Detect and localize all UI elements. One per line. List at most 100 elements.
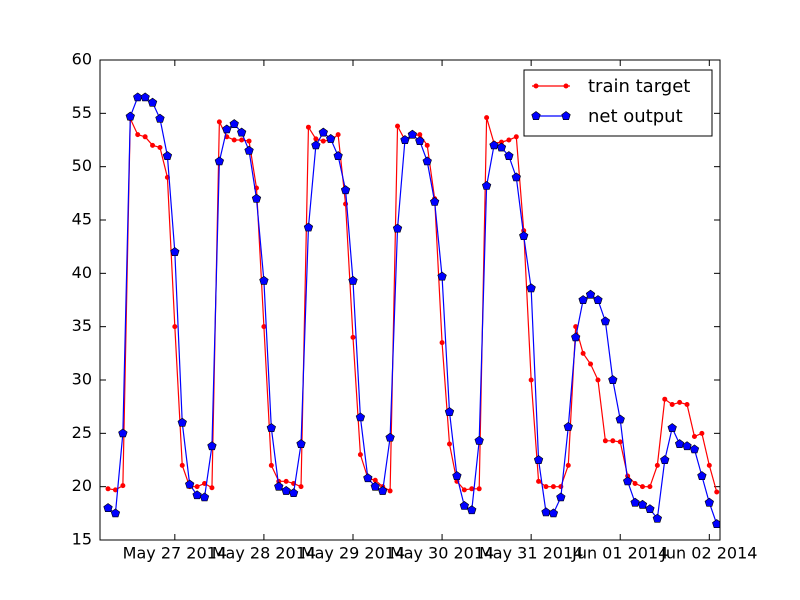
marker	[244, 145, 254, 155]
marker	[630, 497, 640, 507]
marker	[469, 486, 475, 492]
marker	[333, 151, 343, 160]
marker	[476, 486, 482, 492]
marker	[506, 137, 512, 143]
marker	[654, 462, 660, 468]
series-line	[107, 96, 718, 525]
marker	[392, 223, 403, 233]
marker	[541, 507, 551, 517]
marker	[318, 127, 328, 137]
marker	[370, 481, 380, 491]
marker	[311, 140, 321, 150]
y-tick-label: 20	[72, 476, 92, 495]
marker	[424, 142, 430, 148]
marker	[261, 324, 267, 330]
marker	[378, 486, 388, 495]
marker	[363, 473, 373, 483]
marker	[216, 119, 222, 125]
marker	[140, 92, 150, 102]
marker	[118, 428, 128, 438]
marker	[548, 508, 559, 518]
marker	[645, 504, 655, 514]
marker	[385, 432, 395, 442]
marker	[712, 519, 720, 528]
marker	[585, 289, 596, 299]
y-tick-label: 35	[72, 316, 92, 335]
marker	[120, 483, 126, 489]
marker	[637, 499, 648, 509]
marker	[556, 492, 566, 502]
marker	[135, 132, 141, 138]
marker	[112, 487, 118, 493]
marker	[452, 471, 462, 480]
y-tick-label: 60	[72, 50, 92, 69]
marker	[660, 455, 670, 464]
marker	[439, 340, 445, 346]
marker	[192, 490, 202, 500]
marker	[157, 144, 163, 150]
y-tick-label: 40	[72, 263, 92, 282]
marker	[298, 484, 304, 490]
marker	[662, 396, 668, 402]
marker	[348, 275, 358, 285]
x-tick-label: May 30 2014	[390, 544, 494, 563]
marker	[229, 119, 239, 128]
marker	[504, 151, 514, 160]
marker	[531, 111, 541, 120]
marker	[714, 489, 720, 495]
legend-label: net output	[588, 106, 683, 127]
x-tick-label: May 31 2014	[479, 544, 583, 563]
marker	[526, 283, 536, 293]
marker	[543, 484, 549, 490]
marker	[563, 422, 573, 431]
marker	[357, 452, 363, 458]
marker	[563, 83, 569, 89]
marker	[511, 172, 521, 182]
y-tick-label: 50	[72, 156, 92, 175]
marker	[481, 180, 492, 190]
marker	[496, 142, 507, 152]
marker	[281, 486, 291, 495]
marker	[667, 423, 677, 432]
marker	[110, 508, 121, 518]
marker	[155, 113, 165, 123]
marker	[231, 137, 237, 143]
marker	[251, 193, 262, 203]
marker	[185, 479, 195, 489]
marker	[444, 407, 455, 416]
marker	[593, 295, 603, 304]
marker	[595, 377, 601, 383]
marker	[179, 462, 185, 468]
marker	[565, 462, 571, 468]
y-tick-label: 15	[72, 530, 92, 549]
marker	[407, 129, 418, 139]
marker	[125, 111, 135, 121]
x-tick-label: May 29 2014	[301, 544, 405, 563]
marker	[550, 484, 556, 490]
marker	[430, 196, 440, 206]
marker	[640, 484, 645, 490]
legend-box	[523, 69, 713, 137]
y-tick-label: 30	[72, 370, 92, 389]
marker	[623, 476, 633, 486]
legend-label: train target	[588, 76, 690, 97]
marker	[372, 477, 378, 483]
marker	[467, 505, 477, 515]
marker	[133, 92, 143, 102]
marker	[674, 439, 685, 448]
x-tick-label: May 28 2014	[212, 544, 316, 563]
marker	[571, 332, 581, 342]
y-tick-label: 45	[72, 210, 92, 229]
marker	[484, 115, 490, 121]
marker	[615, 414, 625, 424]
marker	[691, 434, 697, 440]
marker	[677, 399, 683, 405]
marker	[647, 484, 653, 490]
marker	[652, 513, 662, 523]
marker	[387, 488, 393, 494]
marker	[474, 435, 484, 445]
x-tick-label: Jun 02 2014	[660, 544, 757, 563]
marker	[632, 480, 638, 486]
marker	[704, 497, 714, 507]
